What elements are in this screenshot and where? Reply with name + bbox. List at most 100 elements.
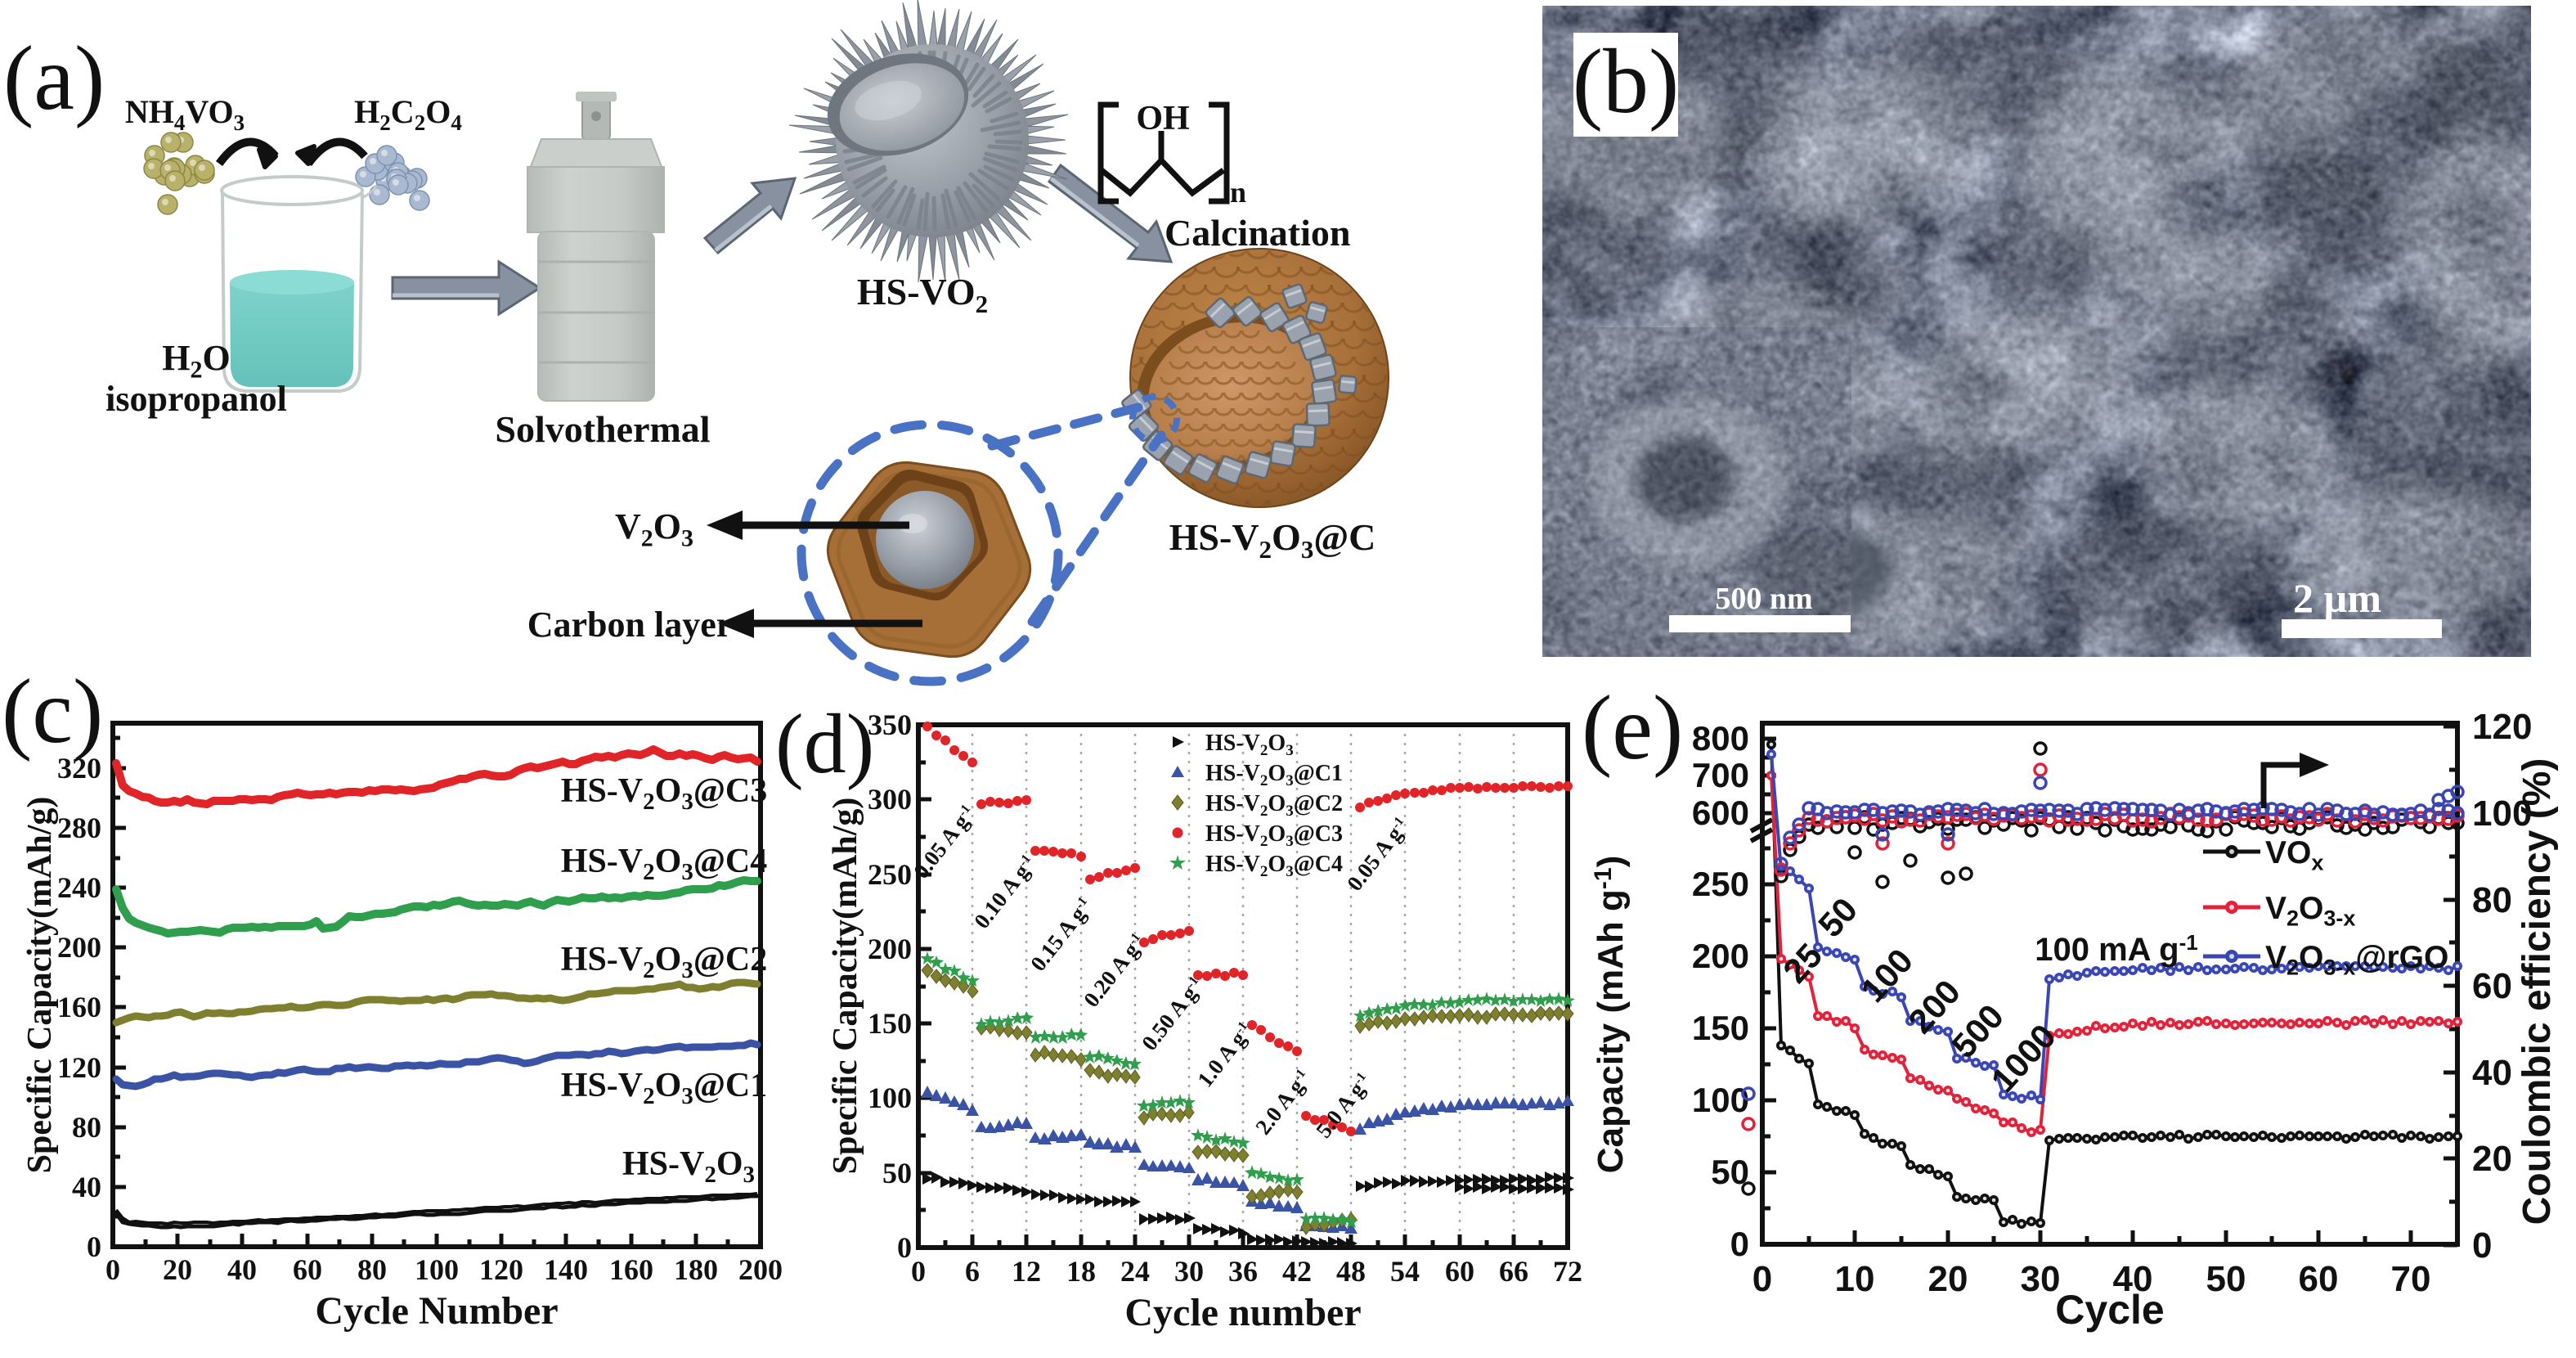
- svg-text:V2O3: V2O3: [615, 506, 693, 552]
- svg-text:HS-V2O3@C1: HS-V2O3@C1: [1205, 761, 1343, 789]
- svg-text:NH4VO3: NH4VO3: [125, 93, 245, 135]
- svg-text:12: 12: [1012, 1255, 1041, 1288]
- svg-text:60: 60: [293, 1253, 322, 1286]
- svg-text:50: 50: [2206, 1259, 2246, 1299]
- svg-text:HS-VO2: HS-VO2: [857, 271, 988, 318]
- svg-text:100: 100: [415, 1253, 459, 1286]
- svg-text:(b): (b): [1573, 31, 1680, 133]
- svg-text:140: 140: [544, 1253, 588, 1286]
- svg-text:10: 10: [1835, 1259, 1875, 1299]
- svg-text:36: 36: [1228, 1255, 1258, 1288]
- svg-text:0: 0: [897, 1231, 912, 1264]
- svg-text:300: 300: [868, 783, 912, 816]
- svg-text:80: 80: [72, 1111, 101, 1144]
- svg-text:70: 70: [2391, 1259, 2431, 1299]
- svg-text:100: 100: [1692, 1081, 1749, 1119]
- svg-text:100: 100: [2472, 794, 2532, 834]
- svg-text:120: 120: [2472, 707, 2532, 747]
- svg-text:60: 60: [2299, 1259, 2339, 1299]
- svg-text:80: 80: [357, 1253, 387, 1286]
- svg-text:20: 20: [1928, 1259, 1968, 1299]
- svg-text:H2C2O4: H2C2O4: [354, 93, 462, 135]
- svg-text:0: 0: [105, 1253, 120, 1286]
- svg-text:Cycle Number: Cycle Number: [315, 1289, 558, 1333]
- svg-text:Cycle number: Cycle number: [1124, 1291, 1361, 1334]
- svg-text:HS-V2O3@C1: HS-V2O3@C1: [561, 1067, 767, 1109]
- svg-text:42: 42: [1282, 1255, 1312, 1288]
- svg-text:250: 250: [868, 858, 912, 891]
- svg-text:280: 280: [57, 812, 101, 844]
- svg-text:120: 120: [57, 1051, 101, 1084]
- svg-text:HS-V2O3@C3: HS-V2O3@C3: [1205, 821, 1343, 850]
- svg-text:180: 180: [674, 1253, 718, 1286]
- svg-text:20: 20: [163, 1253, 192, 1286]
- svg-text:(c): (c): [2, 661, 103, 762]
- svg-text:0: 0: [2472, 1225, 2492, 1266]
- svg-text:600: 600: [1692, 794, 1749, 832]
- svg-text:HS-V2O3: HS-V2O3: [1205, 731, 1294, 759]
- svg-text:60: 60: [1445, 1255, 1474, 1288]
- svg-text:72: 72: [1553, 1255, 1582, 1288]
- svg-text:18: 18: [1066, 1255, 1096, 1288]
- svg-text:250: 250: [1692, 865, 1749, 903]
- svg-text:VOx: VOx: [2265, 835, 2323, 875]
- svg-text:100 mA g-1: 100 mA g-1: [2035, 930, 2198, 968]
- svg-text:240: 240: [57, 871, 101, 904]
- svg-text:Coulombic efficiency (%): Coulombic efficiency (%): [2515, 758, 2559, 1225]
- svg-text:30: 30: [2021, 1259, 2061, 1299]
- svg-text:n: n: [1230, 176, 1246, 209]
- svg-text:HS-V2O3: HS-V2O3: [622, 1145, 755, 1188]
- svg-text:OH: OH: [1136, 100, 1189, 137]
- svg-text:800: 800: [1692, 719, 1749, 758]
- svg-text:700: 700: [1692, 756, 1749, 794]
- svg-text:80: 80: [2472, 880, 2512, 920]
- svg-text:200: 200: [868, 933, 912, 965]
- svg-text:HS-V2O3@C: HS-V2O3@C: [1169, 516, 1376, 564]
- svg-text:30: 30: [1174, 1255, 1204, 1288]
- svg-text:200: 200: [57, 931, 101, 964]
- svg-text:100: 100: [868, 1081, 912, 1114]
- svg-text:V2O3-x@rGO: V2O3-x@rGO: [2265, 940, 2448, 980]
- svg-text:Cycle: Cycle: [2055, 1287, 2164, 1333]
- svg-text:Capacity (mAh g-1): Capacity (mAh g-1): [1590, 856, 1631, 1174]
- svg-text:Calcination: Calcination: [1165, 212, 1350, 254]
- svg-text:66: 66: [1499, 1255, 1528, 1288]
- svg-text:(d): (d): [775, 697, 874, 791]
- svg-text:2 µm: 2 µm: [2293, 575, 2381, 621]
- svg-text:0: 0: [1752, 1259, 1772, 1299]
- svg-text:40: 40: [2472, 1053, 2512, 1093]
- svg-text:HS-V2O3@C4: HS-V2O3@C4: [561, 843, 767, 885]
- svg-text:120: 120: [479, 1253, 523, 1286]
- svg-text:48: 48: [1336, 1255, 1366, 1288]
- svg-text:150: 150: [868, 1007, 912, 1040]
- svg-text:160: 160: [57, 991, 101, 1023]
- svg-text:6: 6: [965, 1255, 980, 1288]
- svg-text:0: 0: [911, 1255, 926, 1288]
- svg-text:0: 0: [87, 1230, 101, 1263]
- svg-text:0: 0: [1730, 1225, 1749, 1263]
- svg-text:200: 200: [1692, 937, 1749, 975]
- svg-text:320: 320: [57, 752, 101, 785]
- svg-text:Carbon layer: Carbon layer: [527, 605, 733, 645]
- svg-text:24: 24: [1120, 1255, 1150, 1288]
- svg-text:54: 54: [1390, 1255, 1420, 1288]
- svg-text:50: 50: [882, 1157, 912, 1189]
- svg-text:Specific Capacity(mAh/g): Specific Capacity(mAh/g): [21, 797, 59, 1174]
- svg-text:HS-V2O3@C4: HS-V2O3@C4: [1205, 852, 1343, 880]
- svg-text:40: 40: [227, 1253, 257, 1286]
- svg-text:(e): (e): [1582, 677, 1683, 779]
- svg-text:60: 60: [2472, 966, 2512, 1006]
- svg-text:40: 40: [2113, 1259, 2153, 1299]
- svg-text:HS-V2O3@C2: HS-V2O3@C2: [1205, 791, 1343, 820]
- svg-text:160: 160: [609, 1253, 653, 1286]
- svg-text:isopropanol: isopropanol: [105, 379, 287, 419]
- svg-text:500 nm: 500 nm: [1715, 582, 1812, 616]
- svg-text:Specific Capacity(mAh/g): Specific Capacity(mAh/g): [827, 798, 864, 1175]
- svg-text:V2O3-x: V2O3-x: [2265, 891, 2355, 931]
- svg-text:Solvothermal: Solvothermal: [495, 408, 710, 450]
- svg-text:200: 200: [738, 1253, 783, 1286]
- svg-text:(a): (a): [3, 28, 105, 129]
- svg-text:150: 150: [1692, 1009, 1749, 1047]
- svg-text:HS-V2O3@C2: HS-V2O3@C2: [561, 941, 767, 983]
- svg-text:40: 40: [72, 1171, 101, 1203]
